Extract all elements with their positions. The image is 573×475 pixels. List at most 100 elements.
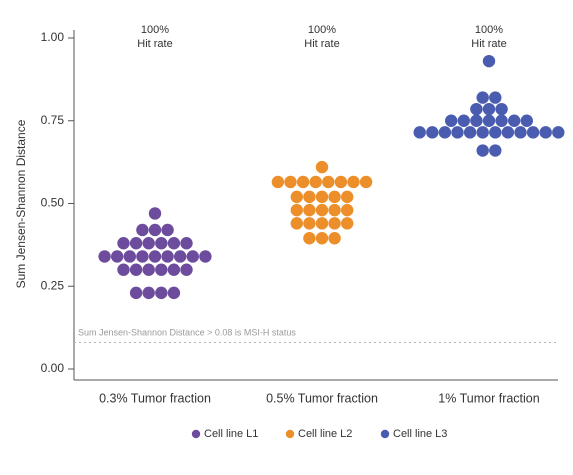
data-point (489, 144, 502, 157)
y-tick-label: 1.00 (41, 30, 65, 44)
data-point (520, 114, 533, 127)
legend-marker (191, 429, 201, 439)
threshold-label: Sum Jensen-Shannon Distance > 0.08 is MS… (78, 328, 296, 338)
y-tick-label: 0.75 (41, 113, 65, 127)
data-point (129, 237, 143, 250)
data-point (476, 126, 489, 139)
data-point (271, 175, 285, 189)
legend-marker (285, 429, 295, 439)
x-axis: 0.3% Tumor fraction 0.5% Tumor fraction 1%… (74, 379, 558, 405)
data-point (303, 232, 316, 245)
data-point (284, 175, 297, 189)
data-point (328, 232, 341, 245)
data-point (476, 144, 489, 157)
data-point (129, 286, 143, 300)
data-point (413, 126, 426, 139)
data-point (161, 250, 174, 263)
data-point (186, 250, 199, 263)
data-point (296, 175, 310, 189)
data-point (315, 217, 329, 230)
hit-rate-value: 100% (141, 24, 169, 36)
data-point (334, 175, 348, 189)
data-point (180, 263, 193, 276)
threshold-group: Sum Jensen-Shannon Distance > 0.08 is MS… (74, 328, 558, 344)
data-point (167, 286, 181, 300)
y-axis: 0.00 0.25 0.50 0.75 1.00 (41, 30, 75, 380)
data-point (489, 91, 502, 104)
data-point (315, 160, 329, 174)
data-point (508, 114, 521, 127)
data-point (315, 203, 329, 217)
data-point (290, 203, 303, 217)
legend-label: Cell line L2 (298, 428, 352, 440)
data-point (328, 190, 341, 204)
data-point (470, 102, 483, 116)
legend: Cell line L1 Cell line L2 Cell line L3 (191, 428, 447, 440)
hit-rate-label: Hit rate (137, 38, 172, 50)
data-point (341, 217, 354, 230)
legend-marker (380, 429, 390, 439)
data-point (123, 250, 136, 263)
y-tick-label: 0.25 (41, 278, 65, 292)
data-point (129, 263, 143, 276)
data-point (359, 175, 373, 189)
data-point (136, 223, 149, 237)
data-point (451, 126, 464, 139)
data-point (98, 250, 111, 263)
data-point (180, 237, 193, 250)
data-point (167, 263, 181, 276)
data-point (501, 126, 515, 139)
y-tick-label: 0.00 (41, 361, 65, 375)
data-point (155, 237, 168, 250)
legend-label: Cell line L3 (393, 428, 447, 440)
data-point (514, 126, 527, 139)
data-point (167, 237, 181, 250)
data-point (174, 250, 187, 263)
data-point (290, 190, 303, 204)
data-point (303, 217, 316, 230)
x-category-label: 1% Tumor fraction (438, 391, 539, 405)
data-point (290, 217, 303, 230)
x-category-label: 0.3% Tumor fraction (99, 391, 211, 405)
data-point (482, 114, 496, 127)
data-point (322, 175, 335, 189)
data-point (470, 114, 483, 127)
data-point (315, 190, 329, 204)
data-points (98, 54, 565, 300)
data-point (445, 114, 458, 127)
legend-label: Cell line L1 (204, 428, 258, 440)
data-point (341, 203, 354, 217)
data-point (148, 250, 162, 263)
data-point (117, 237, 130, 250)
data-point (303, 203, 316, 217)
data-point (526, 126, 540, 139)
data-point (438, 126, 452, 139)
data-point (155, 286, 168, 300)
data-point (161, 223, 174, 237)
data-point (539, 126, 552, 139)
hit-rate-label: Hit rate (471, 38, 506, 50)
data-point (309, 175, 322, 189)
data-point (347, 175, 360, 189)
data-point (552, 126, 565, 139)
data-point (328, 217, 341, 230)
data-point (495, 102, 508, 116)
data-point (303, 190, 316, 204)
data-point (148, 207, 162, 220)
data-point (495, 114, 508, 127)
y-axis-label: Sum Jensen-Shannon Distance (14, 119, 28, 288)
x-category-label: 0.5% Tumor fraction (266, 391, 378, 405)
data-point (142, 263, 155, 276)
data-point (142, 286, 155, 300)
data-point (155, 263, 168, 276)
data-point (199, 250, 212, 263)
data-point (476, 91, 489, 104)
data-point (117, 263, 130, 276)
data-point (426, 126, 439, 139)
data-point (482, 54, 496, 68)
data-point (457, 114, 470, 127)
data-point (142, 237, 155, 250)
hit-rate-value: 100% (308, 24, 336, 36)
hit-rate-value: 100% (475, 24, 503, 36)
data-point (315, 232, 329, 245)
